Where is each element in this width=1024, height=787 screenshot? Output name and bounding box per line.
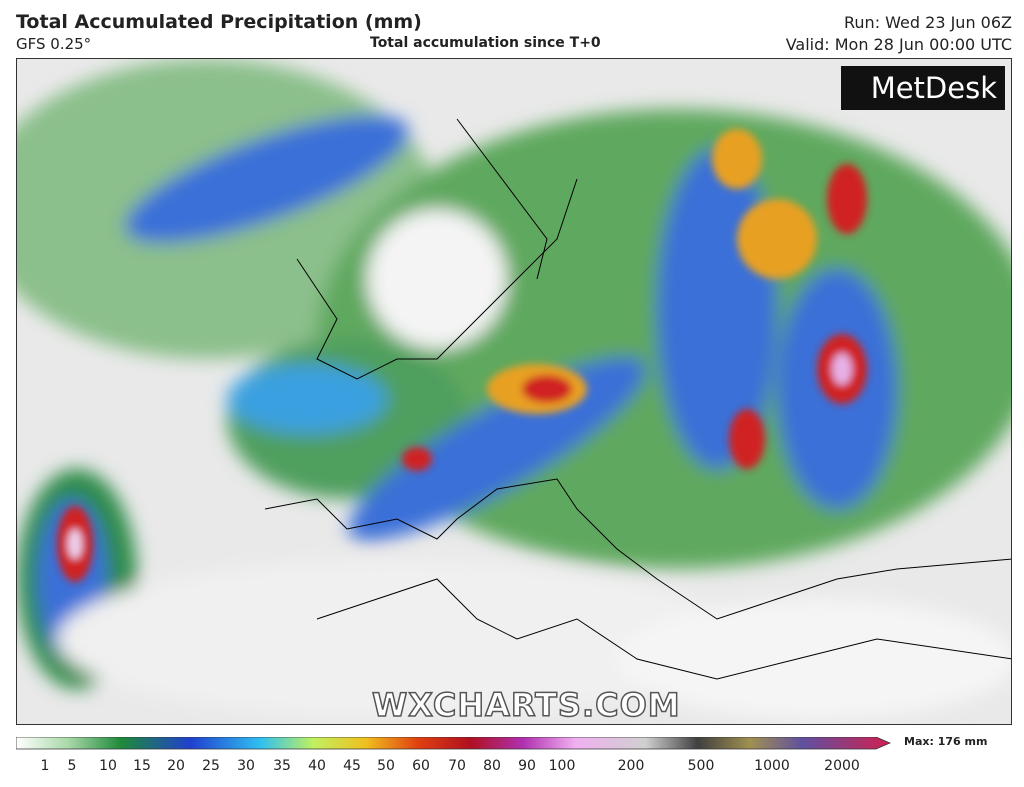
valid-time: Valid: Mon 28 Jun 00:00 UTC bbox=[785, 35, 1012, 54]
map-image bbox=[17, 59, 1011, 724]
colorbar-tick-label: 45 bbox=[343, 758, 361, 774]
colorbar-tick-label: 15 bbox=[133, 758, 151, 774]
run-time: Run: Wed 23 Jun 06Z bbox=[844, 13, 1012, 32]
watermark: WXCHARTS.COM bbox=[371, 685, 681, 724]
colorbar-tick-label: 30 bbox=[237, 758, 255, 774]
max-label: Max: 176 mm bbox=[904, 735, 988, 748]
title: Total Accumulated Precipitation (mm) bbox=[16, 11, 422, 33]
colorbar-tick-label: 25 bbox=[202, 758, 220, 774]
model: GFS 0.25° bbox=[16, 35, 92, 53]
colorbar bbox=[16, 737, 892, 750]
map: MetDesk WXCHARTS.COM bbox=[16, 58, 1012, 725]
colorbar-tick-label: 90 bbox=[518, 758, 536, 774]
colorbar-tick-label: 40 bbox=[308, 758, 326, 774]
colorbar-tick-label: 5 bbox=[67, 758, 77, 774]
colorbar-tick-label: 10 bbox=[99, 758, 117, 774]
colorbar-tick-label: 35 bbox=[273, 758, 291, 774]
logo: MetDesk bbox=[841, 66, 1005, 110]
colorbar-tick-label: 80 bbox=[483, 758, 501, 774]
colorbar-tick-label: 500 bbox=[687, 758, 715, 774]
colorbar-tick-label: 1000 bbox=[754, 758, 790, 774]
colorbar-tick-label: 70 bbox=[448, 758, 466, 774]
colorbar-tick-label: 60 bbox=[412, 758, 430, 774]
colorbar-tick-label: 200 bbox=[617, 758, 645, 774]
colorbar-tick-label: 50 bbox=[377, 758, 395, 774]
colorbar-tick-label: 20 bbox=[167, 758, 185, 774]
colorbar-tick-label: 100 bbox=[548, 758, 576, 774]
subtitle: Total accumulation since T+0 bbox=[370, 35, 601, 51]
colorbar-tick-label: 1 bbox=[40, 758, 50, 774]
colorbar-tick-label: 2000 bbox=[824, 758, 860, 774]
